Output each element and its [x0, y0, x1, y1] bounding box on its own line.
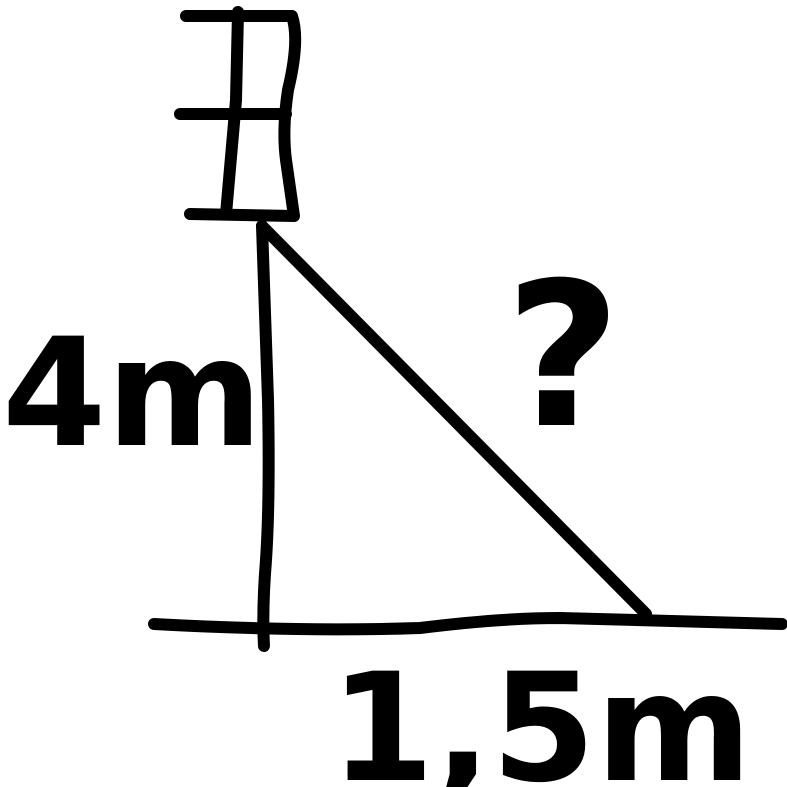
vertical-side — [256, 220, 275, 652]
hypotenuse-label: ? — [505, 240, 621, 473]
height-label: 4m — [2, 307, 263, 481]
hypotenuse — [256, 220, 652, 620]
ground-line — [148, 612, 787, 636]
tower-outline — [180, 10, 302, 222]
tower — [174, 6, 302, 222]
base-label: 1,5m — [330, 642, 752, 787]
tower-left-side — [220, 6, 244, 220]
